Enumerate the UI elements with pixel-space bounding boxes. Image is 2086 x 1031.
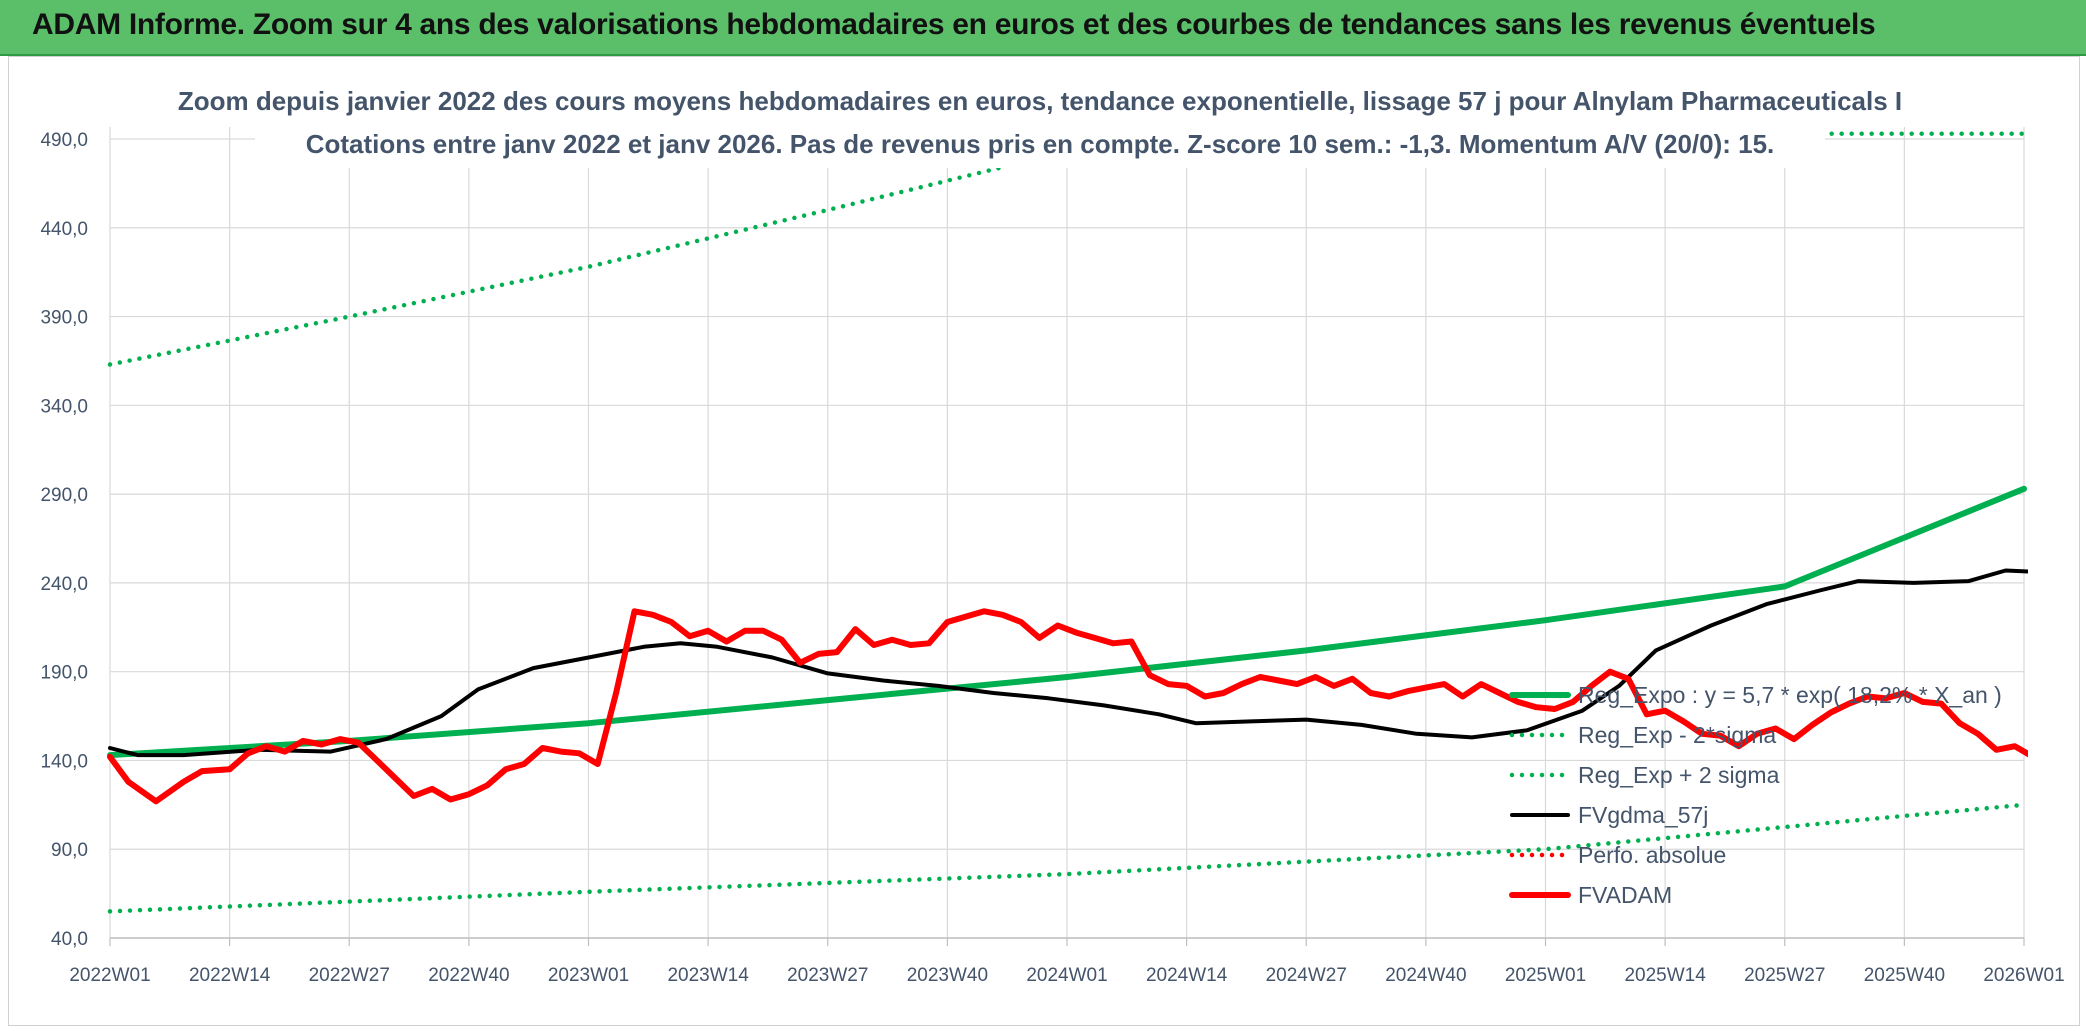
chart-subtitle: Cotations entre janv 2022 et janv 2026. … — [306, 129, 1775, 159]
series-line-1 — [107, 802, 2027, 914]
x-tick-label: 2024W01 — [1026, 965, 1107, 986]
series-line-5 — [107, 608, 2028, 805]
legend: Reg_Expo : y = 5,7 * exp( 18,2% * X_an )… — [1509, 682, 2002, 908]
chart-frame — [8, 56, 2080, 1026]
legend-label: Reg_Exp + 2 sigma — [1578, 762, 1780, 788]
x-tick-label: 2025W01 — [1505, 965, 1586, 986]
x-tick-label: 2025W14 — [1624, 965, 1706, 986]
x-tick-label: 2024W27 — [1266, 965, 1347, 986]
x-tick-label: 2025W27 — [1744, 965, 1825, 986]
grid — [109, 127, 2025, 946]
y-tick-label: 340,0 — [40, 396, 88, 417]
y-tick-label: 90,0 — [51, 840, 88, 861]
y-tick-label: 390,0 — [40, 308, 88, 329]
y-tick-label: 290,0 — [40, 485, 88, 506]
series-line-3 — [108, 568, 2028, 758]
x-tick-label: 2025W40 — [1864, 965, 1945, 986]
legend-label: FVADAM — [1578, 882, 1672, 908]
series-line-0 — [107, 485, 2027, 759]
x-tick-label: 2022W27 — [309, 965, 390, 986]
y-tick-label: 240,0 — [40, 574, 88, 595]
y-tick-label: 40,0 — [51, 929, 88, 950]
y-tick-label: 490,0 — [40, 130, 88, 151]
x-tick-label: 2022W01 — [69, 965, 150, 986]
legend-label: Reg_Expo : y = 5,7 * exp( 18,2% * X_an ) — [1578, 682, 2002, 708]
x-tick-label: 2023W40 — [907, 965, 988, 986]
report-banner: ADAM Informe. Zoom sur 4 ans des valoris… — [0, 0, 2086, 56]
title-backdrop — [255, 74, 1825, 168]
banner-title: ADAM Informe. Zoom sur 4 ans des valoris… — [32, 8, 1876, 41]
y-axis-ticks: 40,0 90,0 140,0 190,0 240,0 290,0 340,0 390,0 44… — [40, 130, 88, 950]
x-tick-label: 2024W14 — [1146, 965, 1228, 986]
legend-label: Perfo. absolue — [1578, 842, 1726, 868]
x-tick-label: 2023W27 — [787, 965, 868, 986]
x-tick-label: 2024W40 — [1385, 965, 1466, 986]
x-tick-label: 2022W40 — [428, 965, 509, 986]
legend-label: Reg_Exp - 2*sigma — [1578, 722, 1776, 748]
x-tick-label: 2026W01 — [1983, 965, 2064, 986]
y-tick-label: 190,0 — [40, 663, 88, 684]
legend-label: FVgdma_57j — [1578, 802, 1708, 828]
x-tick-label: 2023W01 — [548, 965, 629, 986]
x-axis-ticks: 2022W01 2022W14 2022W27 2022W40 2023W01 2023W… — [69, 965, 2064, 986]
x-tick-label: 2023W14 — [667, 965, 749, 986]
chart-title: Zoom depuis janvier 2022 des cours moyen… — [178, 86, 1902, 116]
x-tick-label: 2022W14 — [189, 965, 271, 986]
y-tick-label: 140,0 — [40, 751, 88, 772]
y-tick-label: 440,0 — [40, 219, 88, 240]
